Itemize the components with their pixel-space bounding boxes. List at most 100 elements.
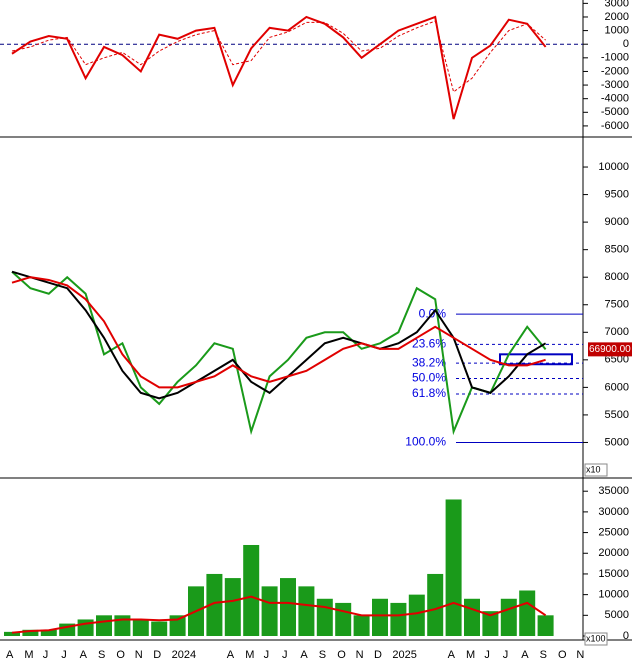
x-tick-label: S bbox=[319, 649, 326, 661]
volume-bar bbox=[77, 619, 94, 636]
volume-bar bbox=[206, 573, 223, 636]
y-tick-label: 8500 bbox=[605, 244, 629, 256]
x-tick-label: O bbox=[337, 649, 346, 661]
volume-bar bbox=[316, 598, 333, 636]
volume-bar bbox=[298, 586, 315, 636]
x-tick-label: S bbox=[98, 649, 105, 661]
series-line bbox=[11, 15, 547, 120]
fib-label: 38.2% bbox=[412, 355, 446, 369]
y-tick-label: 5000 bbox=[605, 436, 629, 448]
y-tick-label: 0 bbox=[623, 38, 629, 50]
volume-bar bbox=[445, 499, 462, 636]
volume-bar bbox=[151, 621, 168, 636]
volume-bar bbox=[224, 578, 241, 636]
y-tick-label: 9000 bbox=[605, 216, 629, 228]
volume-bar bbox=[353, 615, 370, 636]
x-tick-label: M bbox=[466, 649, 475, 661]
x-tick-label: 2025 bbox=[392, 649, 416, 661]
series-line bbox=[11, 276, 546, 389]
volume-bar bbox=[22, 629, 39, 636]
last-price-label: 66900.00 bbox=[589, 344, 631, 355]
x-tick-label: S bbox=[540, 649, 547, 661]
series-line bbox=[11, 20, 546, 93]
volume-bar bbox=[500, 598, 517, 636]
y-tick-label: 7000 bbox=[605, 326, 629, 338]
y-tick-label: 2000 bbox=[605, 11, 629, 23]
volume-bar bbox=[427, 573, 444, 636]
zone-box bbox=[499, 353, 573, 366]
x-tick-label: 2024 bbox=[172, 649, 196, 661]
fib-label: 23.6% bbox=[412, 337, 446, 351]
x-tick-label: J bbox=[43, 649, 49, 661]
y-tick-label: 6500 bbox=[605, 354, 629, 366]
y-tick-label: 20000 bbox=[598, 547, 629, 559]
volume-bar bbox=[464, 598, 480, 636]
y-tick-label: 35000 bbox=[598, 485, 629, 497]
x-tick-label: M bbox=[245, 649, 254, 661]
x-tick-label: O bbox=[116, 649, 125, 661]
series-line bbox=[11, 270, 547, 400]
x-tick-label: D bbox=[153, 649, 161, 661]
volume-bar bbox=[372, 598, 388, 636]
volume-bar bbox=[96, 615, 112, 636]
series-line bbox=[11, 270, 547, 436]
x-tick-label: A bbox=[6, 649, 14, 661]
volume-bar bbox=[40, 629, 57, 636]
x-tick-label: J bbox=[503, 649, 509, 661]
y-tick-label: -6000 bbox=[601, 120, 629, 132]
volume-bar bbox=[408, 594, 425, 636]
volume-bar bbox=[243, 544, 260, 636]
volume-bar bbox=[482, 611, 499, 636]
x-tick-label: D bbox=[374, 649, 382, 661]
x-tick-label: A bbox=[521, 649, 529, 661]
fib-label: 50.0% bbox=[412, 371, 446, 385]
y-tick-label: 30000 bbox=[598, 506, 629, 518]
volume-bar bbox=[390, 602, 407, 636]
scale-note: x100 bbox=[586, 633, 606, 643]
volume-bar bbox=[261, 586, 278, 636]
x-tick-label: A bbox=[300, 649, 308, 661]
y-tick-label: 5000 bbox=[605, 609, 629, 621]
volume-bar bbox=[537, 615, 554, 636]
scale-note: x10 bbox=[586, 464, 601, 474]
scale-note-box bbox=[584, 632, 608, 646]
y-tick-label: 15000 bbox=[598, 568, 629, 580]
x-tick-label: N bbox=[356, 649, 364, 661]
last-price-box bbox=[588, 342, 632, 357]
x-tick-label: O bbox=[558, 649, 567, 661]
y-tick-label: -1000 bbox=[601, 52, 629, 64]
y-tick-label: 25000 bbox=[598, 526, 629, 538]
x-tick-label: J bbox=[61, 649, 66, 661]
y-tick-label: 6000 bbox=[605, 381, 629, 393]
volume-bar bbox=[4, 631, 20, 636]
y-tick-label: 10000 bbox=[598, 589, 629, 601]
volume-bar bbox=[519, 590, 536, 636]
series-line bbox=[11, 595, 547, 634]
x-tick-label: A bbox=[448, 649, 456, 661]
x-tick-label: N bbox=[576, 649, 584, 661]
x-tick-label: J bbox=[484, 649, 490, 661]
y-tick-label: 3000 bbox=[605, 0, 629, 9]
fib-label: 61.8% bbox=[412, 386, 446, 400]
y-tick-label: 9500 bbox=[605, 188, 629, 200]
x-tick-label: A bbox=[227, 649, 235, 661]
y-tick-label: -4000 bbox=[601, 93, 629, 105]
x-tick-label: N bbox=[135, 649, 143, 661]
x-tick-label: J bbox=[264, 649, 270, 661]
y-tick-label: 5500 bbox=[605, 409, 629, 421]
volume-bar bbox=[114, 615, 131, 636]
x-tick-label: A bbox=[80, 649, 88, 661]
volume-bar bbox=[132, 619, 149, 636]
y-tick-label: -2000 bbox=[601, 65, 629, 77]
y-tick-label: -3000 bbox=[601, 79, 629, 91]
volume-bar bbox=[335, 602, 352, 636]
y-tick-label: 7500 bbox=[605, 299, 629, 311]
y-tick-label: 8000 bbox=[605, 271, 629, 283]
scale-note-box bbox=[584, 463, 608, 477]
x-tick-label: M bbox=[24, 649, 33, 661]
y-tick-label: 0 bbox=[623, 630, 629, 642]
y-tick-label: 10000 bbox=[598, 161, 629, 173]
volume-bar bbox=[280, 578, 296, 636]
